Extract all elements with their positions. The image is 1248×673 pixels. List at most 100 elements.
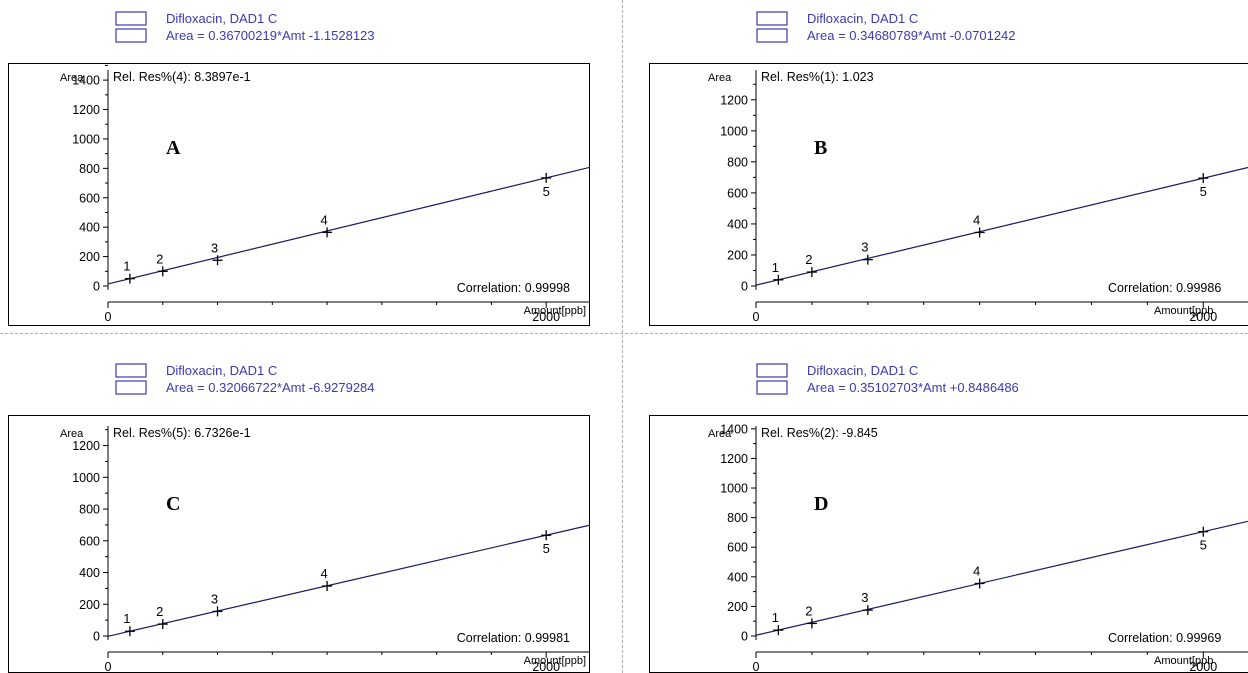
point-label: 2 [156,251,163,266]
data-point-2 [806,618,817,629]
y-tick-label: 1200 [72,439,100,453]
point-label: 2 [805,603,812,618]
y-axis-label: Area [708,428,732,440]
point-label: 2 [156,604,163,619]
point-label: 2 [805,252,812,267]
x-tick-label: 2000 [1189,660,1217,673]
y-tick-label: 800 [727,511,748,525]
point-label: 4 [320,566,327,581]
legend-entry: Difloxacin, DAD1 C [807,11,918,26]
legend-entry: Difloxacin, DAD1 C [166,11,277,26]
point-label: 5 [543,541,550,556]
correlation-text: Correlation: 0.99981 [457,631,570,645]
data-point-1 [124,626,135,637]
panel-letter: B [814,137,827,159]
data-point-3 [212,255,223,266]
correlation-text: Correlation: 0.99986 [1108,281,1221,295]
x-axis-label: Amount[ppb [1154,655,1213,667]
y-axis-label: Area [60,428,84,440]
data-point-4 [974,578,985,589]
regression-line [107,166,590,285]
y-tick-label: 800 [79,503,100,517]
data-point-1 [773,274,784,285]
y-tick-label: 200 [79,250,100,264]
legend-box [115,363,147,378]
point-label: 3 [861,240,868,255]
y-tick-label: 0 [741,630,748,644]
point-label: 1 [123,259,130,274]
point-label: 4 [973,212,980,227]
legend-box [115,380,147,395]
legend-entry: Area = 0.35102703*Amt +0.8486486 [807,380,1019,395]
legend-entry: Difloxacin, DAD1 C [807,363,918,378]
point-label: 3 [211,240,218,255]
point-label: 5 [1200,538,1207,553]
chart-svg: Difloxacin, DAD1 C Area = 0.36700219*Amt … [8,11,590,326]
chart-svg: Difloxacin, DAD1 C Area = 0.35102703*Amt … [649,363,1248,673]
regression-line [755,520,1248,636]
point-label: 5 [1200,184,1207,199]
legend-entry: Area = 0.32066722*Amt -6.9279284 [166,380,375,395]
rel-res-text: Rel. Res%(1): 1.023 [761,70,874,84]
x-tick-label: 2000 [532,660,560,673]
data-point-4 [322,581,333,592]
y-tick-label: 800 [727,155,748,169]
legend-box [756,363,788,378]
legend-entry: Area = 0.36700219*Amt -1.1528123 [166,28,375,43]
data-point-1 [773,625,784,636]
legend-box [115,11,147,26]
point-label: 4 [973,563,980,578]
chart-svg: Difloxacin, DAD1 C Area = 0.34680789*Amt … [649,11,1248,326]
plot-frame [8,63,590,326]
x-axis-label: Amount[ppb [1154,305,1213,317]
y-tick-label: 1000 [72,132,100,146]
x-tick-label: 2000 [1189,310,1217,324]
point-label: 1 [772,260,779,275]
point-label: 5 [543,184,550,199]
plot-frame [649,63,1248,326]
y-tick-label: 600 [79,534,100,548]
y-tick-label: 1400 [720,422,748,436]
calibration-panel-c: Difloxacin, DAD1 C Area = 0.32066722*Amt … [8,360,590,673]
point-label: 3 [211,591,218,606]
y-tick-label: 0 [741,280,748,294]
y-tick-label: 200 [79,598,100,612]
y-tick-label: 400 [727,217,748,231]
chart-svg: Difloxacin, DAD1 C Area = 0.32066722*Amt … [8,363,590,673]
data-point-3 [862,254,873,265]
data-point-4 [322,227,333,238]
data-point-3 [212,606,223,617]
data-point-4 [974,227,985,238]
y-tick-label: 1000 [720,482,748,496]
horizontal-separator [0,333,1248,334]
legend-box [756,28,788,43]
calibration-panel-b: Difloxacin, DAD1 C Area = 0.34680789*Amt … [649,8,1248,326]
x-axis-label: Amount[ppb] [524,305,586,317]
y-tick-label: 600 [727,186,748,200]
panel-letter: D [814,493,828,515]
rel-res-text: Rel. Res%(2): -9.845 [761,426,878,440]
y-tick-label: 1200 [720,452,748,466]
data-point-2 [157,619,168,630]
panel-letter: C [166,493,180,515]
y-tick-label: 200 [727,600,748,614]
data-point-1 [124,273,135,284]
y-axis-label: Area [708,72,732,84]
legend-entry: Area = 0.34680789*Amt -0.0701242 [807,28,1016,43]
regression-line [107,524,590,637]
y-tick-label: 1000 [720,124,748,138]
y-tick-label: 0 [93,630,100,644]
y-tick-label: 1400 [72,74,100,88]
x-tick-label: 0 [105,310,112,324]
regression-line [755,166,1248,286]
rel-res-text: Rel. Res%(4): 8.3897e-1 [113,70,251,84]
x-tick-label: 0 [753,310,760,324]
y-tick-label: 1000 [72,471,100,485]
data-point-5 [1198,526,1209,537]
legend-entry: Difloxacin, DAD1 C [166,363,277,378]
correlation-text: Correlation: 0.99969 [1108,631,1221,645]
x-axis-label: Amount[ppb] [524,655,586,667]
data-point-5 [541,530,552,541]
point-label: 1 [123,611,130,626]
data-point-2 [806,267,817,278]
